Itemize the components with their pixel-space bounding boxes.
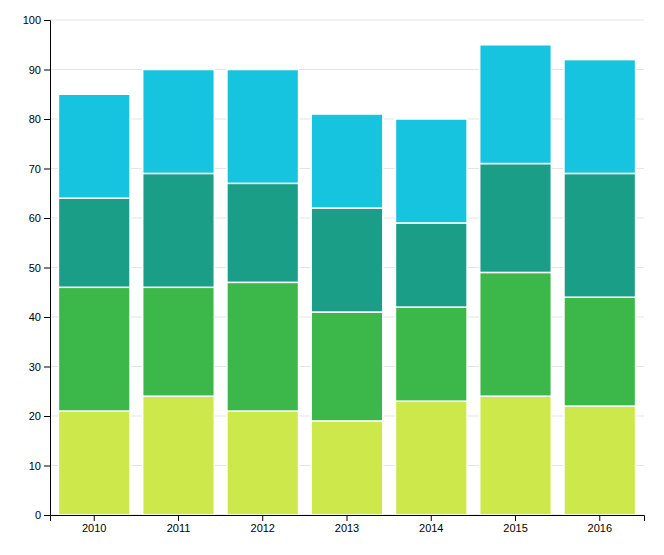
y-tick: 100 (23, 14, 50, 26)
y-tick: 0 (35, 509, 50, 521)
y-tick-mark (44, 119, 50, 120)
y-tick-mark (44, 268, 50, 269)
y-tick: 30 (29, 361, 50, 373)
bar-segment (58, 287, 130, 411)
bar-segment (58, 411, 130, 515)
y-tick-label: 0 (35, 509, 41, 521)
y-tick-label: 70 (29, 163, 41, 175)
x-tick-label: 2011 (167, 522, 191, 534)
x-tick: 2010 (82, 515, 106, 534)
x-tick: 2013 (335, 515, 359, 534)
x-tick-mark (94, 515, 95, 521)
y-tick: 50 (29, 262, 50, 274)
x-tick: 2012 (251, 515, 275, 534)
x-tick: 2016 (588, 515, 612, 534)
y-tick-label: 90 (29, 64, 41, 76)
bar-segment (143, 70, 215, 174)
y-tick: 20 (29, 410, 50, 422)
y-tick-mark (44, 317, 50, 318)
x-tick-label: 2010 (82, 522, 106, 534)
y-tick: 10 (29, 460, 50, 472)
y-tick-mark (44, 70, 50, 71)
bar-segment (480, 272, 552, 396)
bar-segment (564, 406, 636, 515)
y-tick-label: 40 (29, 311, 41, 323)
grid (50, 20, 644, 515)
bar-segment (564, 297, 636, 406)
bar-segment (143, 396, 215, 515)
chart: 0102030405060708090100201020112012201320… (0, 0, 664, 555)
bar-segment (58, 198, 130, 287)
x-tick-label: 2014 (419, 522, 443, 534)
y-tick-label: 50 (29, 262, 41, 274)
bar-segment (143, 173, 215, 287)
y-tick-mark (44, 218, 50, 219)
y-tick-label: 60 (29, 212, 41, 224)
y-tick-label: 20 (29, 410, 41, 422)
bar-segment (311, 421, 383, 515)
y-axis-line (44, 21, 51, 516)
bar-segment (227, 282, 299, 411)
bar-segment (311, 312, 383, 421)
y-tick: 40 (29, 311, 50, 323)
grid-line (50, 69, 644, 70)
bar-segment (395, 307, 467, 401)
y-tick-mark (44, 515, 50, 516)
bar-segment (395, 119, 467, 223)
x-tick-label: 2012 (251, 522, 275, 534)
bar-segment (311, 114, 383, 208)
y-tick: 80 (29, 113, 50, 125)
y-tick-mark (44, 466, 50, 467)
bar-segment (143, 287, 215, 396)
x-tick-label: 2015 (503, 522, 527, 534)
x-tick-mark (515, 515, 516, 521)
y-axis: 0 10 20 30 40 50 60 70 80 90 100 (23, 14, 51, 521)
y-tick: 70 (29, 163, 50, 175)
y-tick-label: 100 (23, 14, 41, 26)
x-tick: 2011 (167, 515, 191, 534)
x-axis: 2010 2011 2012 2013 2014 2015 2016 (51, 515, 645, 534)
y-tick: 90 (29, 64, 50, 76)
bar-segment (227, 70, 299, 184)
x-tick-mark (431, 515, 432, 521)
bar-segment (480, 45, 552, 164)
grid-line (50, 20, 644, 21)
bar-segment (227, 411, 299, 515)
y-tick-mark (44, 367, 50, 368)
bar-segment (480, 396, 552, 515)
bar-segment (58, 94, 130, 198)
y-tick-mark (44, 416, 50, 417)
bar-segment (395, 223, 467, 307)
bar-segment (311, 208, 383, 312)
y-tick: 60 (29, 212, 50, 224)
x-axis-line (51, 516, 645, 522)
x-tick-mark (178, 515, 179, 521)
bar-segment (227, 183, 299, 282)
x-tick-mark (599, 515, 600, 521)
y-tick-label: 30 (29, 361, 41, 373)
x-tick-label: 2016 (588, 522, 612, 534)
bar-segment (395, 401, 467, 515)
x-tick: 2014 (419, 515, 443, 534)
x-tick: 2015 (503, 515, 527, 534)
x-tick-label: 2013 (335, 522, 359, 534)
x-tick-mark (262, 515, 263, 521)
x-tick-mark (347, 515, 348, 521)
bar-segment (564, 173, 636, 297)
y-tick-mark (44, 20, 50, 21)
y-tick-label: 80 (29, 113, 41, 125)
bar-segment (480, 164, 552, 273)
y-tick-label: 10 (29, 460, 41, 472)
bar-segment (564, 60, 636, 174)
plot-area (58, 45, 635, 515)
y-tick-mark (44, 169, 50, 170)
